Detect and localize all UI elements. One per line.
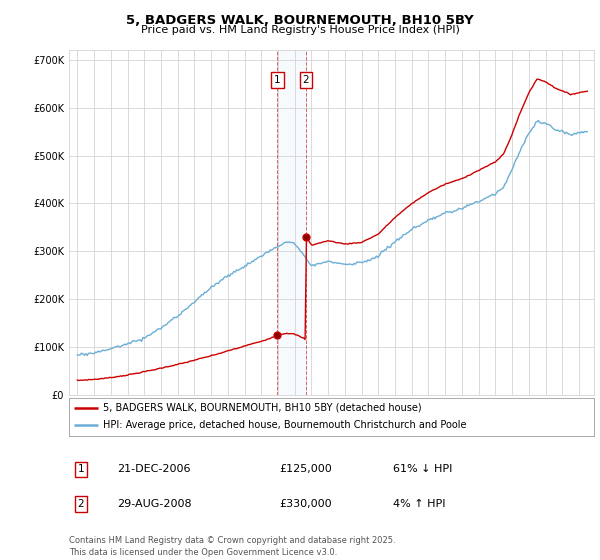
Text: 29-AUG-2008: 29-AUG-2008 <box>117 499 191 509</box>
Text: 2: 2 <box>77 499 85 509</box>
Text: 5, BADGERS WALK, BOURNEMOUTH, BH10 5BY: 5, BADGERS WALK, BOURNEMOUTH, BH10 5BY <box>126 14 474 27</box>
Text: 1: 1 <box>274 74 281 85</box>
Text: £330,000: £330,000 <box>279 499 332 509</box>
Text: 21-DEC-2006: 21-DEC-2006 <box>117 464 191 474</box>
Text: 4% ↑ HPI: 4% ↑ HPI <box>393 499 445 509</box>
Bar <box>277 50 306 395</box>
Text: Price paid vs. HM Land Registry's House Price Index (HPI): Price paid vs. HM Land Registry's House … <box>140 25 460 35</box>
Text: £125,000: £125,000 <box>279 464 332 474</box>
Text: 5, BADGERS WALK, BOURNEMOUTH, BH10 5BY (detached house): 5, BADGERS WALK, BOURNEMOUTH, BH10 5BY (… <box>103 403 422 413</box>
Text: 1: 1 <box>77 464 85 474</box>
Text: 2: 2 <box>302 74 309 85</box>
Text: 61% ↓ HPI: 61% ↓ HPI <box>393 464 452 474</box>
Text: HPI: Average price, detached house, Bournemouth Christchurch and Poole: HPI: Average price, detached house, Bour… <box>103 421 467 431</box>
Text: Contains HM Land Registry data © Crown copyright and database right 2025.
This d: Contains HM Land Registry data © Crown c… <box>69 536 395 557</box>
